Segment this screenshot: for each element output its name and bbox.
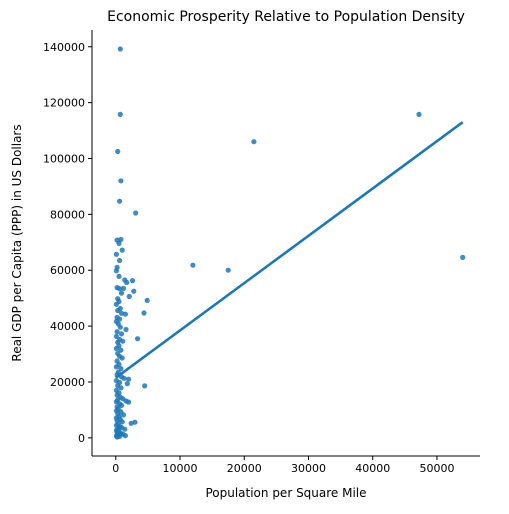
data-point: [120, 285, 127, 291]
x-tick-label: 40000: [355, 462, 390, 475]
data-point: [118, 331, 125, 337]
y-tick-label: 20000: [50, 376, 85, 389]
data-point: [119, 247, 125, 253]
data-point: [117, 198, 123, 204]
data-point: [122, 311, 128, 317]
y-tick-label: 80000: [50, 208, 85, 221]
data-point: [123, 326, 129, 333]
y-axis-ticks: 0 20000 40000 60000 80000 100000 120000 140000: [43, 41, 92, 445]
data-point: [114, 434, 120, 440]
data-point: [113, 333, 119, 339]
x-tick-label: 0: [112, 462, 119, 475]
data-point: [416, 111, 422, 117]
data-point: [118, 385, 124, 391]
x-tick-label: 20000: [227, 462, 262, 475]
data-point: [135, 336, 141, 342]
data-point: [124, 279, 130, 286]
data-point: [119, 355, 125, 361]
data-point: [113, 268, 119, 274]
data-point: [142, 383, 148, 389]
data-point: [118, 310, 125, 316]
data-point: [124, 381, 130, 387]
y-tick-label: 100000: [43, 152, 85, 165]
data-point: [122, 433, 128, 439]
x-axis-label: Population per Square Mile: [205, 486, 366, 500]
y-tick-label: 140000: [43, 41, 85, 54]
data-point: [113, 301, 119, 307]
data-point: [126, 376, 132, 382]
data-point: [118, 347, 124, 353]
data-point: [119, 419, 125, 425]
x-tick-label: 30000: [291, 462, 326, 475]
data-point: [122, 426, 128, 432]
data-point: [126, 293, 132, 300]
data-point: [117, 46, 123, 52]
x-tick-label: 10000: [163, 462, 198, 475]
data-point: [141, 310, 147, 316]
data-point: [225, 267, 231, 273]
data-point: [144, 297, 150, 303]
y-axis-label: Real GDP per Capita (PPP) in US Dollars: [10, 124, 24, 361]
data-point: [113, 345, 119, 352]
data-point: [117, 324, 123, 330]
data-point: [117, 286, 123, 292]
y-tick-label: 0: [78, 432, 85, 445]
data-point: [113, 364, 119, 370]
data-point: [132, 419, 138, 425]
data-point: [133, 210, 139, 216]
data-point: [460, 254, 466, 260]
data-point: [118, 290, 125, 296]
data-point: [116, 273, 122, 279]
data-point: [115, 148, 121, 155]
data-point: [116, 240, 122, 246]
data-point: [118, 366, 124, 372]
data-point: [120, 412, 127, 418]
data-point: [117, 257, 123, 264]
data-point: [115, 307, 121, 314]
data-point: [126, 399, 132, 405]
y-tick-label: 60000: [50, 264, 85, 277]
data-point: [251, 139, 257, 145]
data-point: [121, 375, 127, 381]
data-point: [190, 262, 196, 268]
x-tick-label: 50000: [419, 462, 454, 475]
chart-title: Economic Prosperity Relative to Populati…: [107, 9, 465, 25]
data-point: [120, 338, 126, 344]
x-axis-ticks: 0 10000 20000 30000 40000 50000: [112, 456, 454, 475]
data-point: [114, 329, 120, 335]
data-point: [129, 278, 136, 284]
y-tick-label: 40000: [50, 320, 85, 333]
data-point: [118, 402, 125, 408]
y-tick-label: 120000: [43, 97, 85, 110]
data-point: [113, 251, 119, 257]
regression-line: [114, 121, 464, 379]
data-point: [118, 178, 124, 184]
data-point: [118, 236, 124, 243]
data-point: [117, 111, 123, 117]
data-points: [113, 46, 466, 440]
data-point: [131, 288, 137, 294]
